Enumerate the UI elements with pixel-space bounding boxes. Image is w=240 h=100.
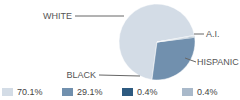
svg-text:WHITE: WHITE	[43, 11, 72, 21]
html-text:0.4%: 0.4%	[137, 87, 158, 97]
html-text:29.1%: 29.1%	[77, 87, 103, 97]
svg-text:A.I.: A.I.	[206, 29, 220, 39]
svg-text:HISPANIC: HISPANIC	[197, 57, 232, 67]
html-text:0.4%: 0.4%	[197, 87, 218, 97]
svg-text:BLACK: BLACK	[66, 70, 96, 80]
html-text:70.1%: 70.1%	[17, 87, 43, 97]
